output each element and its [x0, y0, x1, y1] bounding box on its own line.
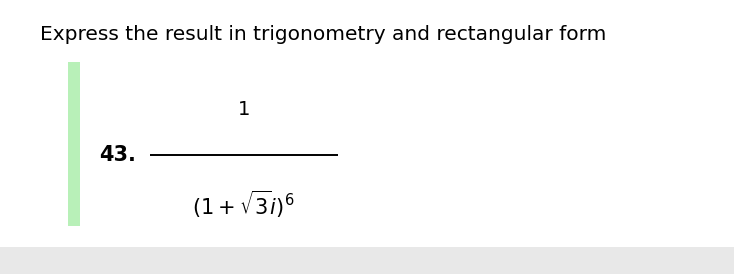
Text: Express the result in trigonometry and rectangular form: Express the result in trigonometry and r…	[40, 25, 607, 44]
Bar	[0, 247, 734, 274]
Bar	[68, 62, 80, 226]
Text: 1: 1	[238, 100, 250, 119]
Text: $(1 + \sqrt{3}i)^6$: $(1 + \sqrt{3}i)^6$	[192, 189, 295, 220]
Text: 43.: 43.	[99, 145, 136, 165]
